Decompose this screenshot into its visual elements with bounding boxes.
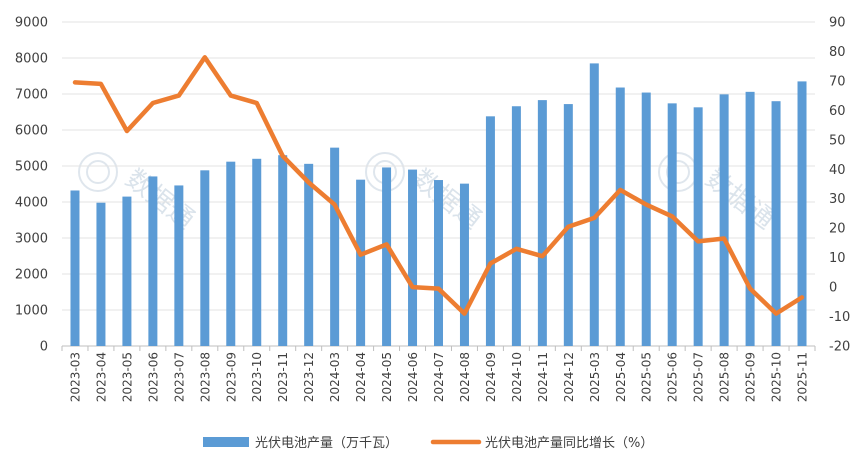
bar-2024-09	[485, 116, 495, 346]
right-tick-label: 90	[829, 16, 846, 31]
right-tick-label: -20	[829, 340, 850, 355]
bar-2024-11	[537, 100, 547, 347]
right-tick-label: 70	[829, 74, 846, 89]
x-tick-label: 2024-03	[328, 352, 342, 402]
bar-2024-10	[511, 106, 521, 347]
legend: 光伏电池产量（万千瓦） 光伏电池产量同比增长（%）	[203, 436, 653, 451]
x-tick-label: 2023-06	[146, 352, 160, 402]
x-tick-label: 2024-04	[354, 352, 368, 402]
x-tick-label: 2023-12	[302, 352, 316, 402]
x-tick-label: 2025-07	[692, 352, 706, 402]
left-tick-label: 8000	[15, 52, 48, 67]
x-tick-label: 2024-12	[562, 352, 576, 402]
left-tick-label: 6000	[15, 124, 48, 139]
right-tick-label: -10	[829, 310, 850, 325]
right-tick-label: 20	[829, 222, 846, 237]
x-tick-label: 2025-09	[744, 352, 758, 402]
right-tick-label: 80	[829, 45, 846, 60]
bar-2023-05	[122, 196, 132, 346]
watermark-text: 数据通	[407, 164, 487, 236]
left-tick-label: 9000	[15, 16, 48, 31]
bar-2025-08	[719, 94, 729, 346]
watermark-text: 数据通	[120, 164, 200, 236]
left-tick-label: 0	[40, 340, 48, 355]
right-axis: -20 -10 0 10 20 30 40 50 60 70 80 90	[829, 16, 850, 355]
bar-2023-11	[278, 155, 288, 346]
bar-2025-11	[797, 81, 807, 347]
x-tick-label: 2024-07	[432, 352, 446, 402]
left-tick-label: 5000	[15, 160, 48, 175]
legend-bar-label: 光伏电池产量（万千瓦）	[255, 436, 398, 451]
bar-2024-08	[459, 183, 469, 346]
bar-2025-07	[693, 107, 703, 346]
x-tick-label: 2023-08	[198, 352, 212, 402]
right-tick-label: 10	[829, 251, 846, 266]
bar-2025-09	[745, 91, 755, 346]
x-tick-label: 2024-08	[458, 352, 472, 402]
x-tick-label: 2023-11	[276, 352, 290, 402]
x-tick-label: 2023-09	[224, 352, 238, 402]
watermark-logo-inner-icon	[666, 160, 690, 184]
bar-2024-07	[434, 180, 443, 346]
x-tick-label: 2023-07	[172, 352, 186, 402]
x-tick-label: 2023-10	[250, 352, 264, 402]
bar-2023-06	[148, 176, 158, 346]
watermark-logo-icon	[658, 152, 698, 192]
bar-2023-10	[252, 158, 262, 346]
bar-2025-05	[641, 92, 651, 346]
bar-2023-12	[304, 163, 314, 346]
bar-2023-03	[70, 190, 80, 346]
bar-2023-07	[174, 185, 184, 346]
x-tick-label: 2025-08	[718, 352, 732, 402]
left-tick-label: 2000	[15, 268, 48, 283]
bar-2024-03	[330, 147, 340, 346]
bar-2023-04	[96, 202, 106, 346]
bar-2025-10	[771, 101, 781, 346]
x-tick-label: 2023-04	[94, 352, 108, 402]
legend-line-label: 光伏电池产量同比增长（%）	[485, 436, 653, 451]
left-tick-label: 1000	[15, 304, 48, 319]
right-tick-label: 60	[829, 104, 846, 119]
left-tick-label: 7000	[15, 88, 48, 103]
bar-2023-09	[226, 161, 236, 346]
x-tick-label: 2024-09	[484, 352, 498, 402]
x-tick-label: 2025-04	[614, 352, 628, 402]
bar-2025-04	[615, 87, 625, 347]
watermark-text: 数据通	[700, 164, 780, 236]
right-tick-label: 50	[829, 133, 846, 148]
bar-2023-08	[200, 170, 210, 346]
x-tick-label: 2024-05	[380, 352, 394, 402]
x-tick-label: 2023-03	[68, 352, 82, 402]
x-tick-label: 2025-03	[588, 352, 602, 402]
bar-2025-06	[667, 103, 677, 346]
bar-2025-03	[589, 63, 599, 347]
x-tick-label: 2025-06	[666, 352, 680, 402]
line-series	[72, 55, 805, 316]
x-tick-label: 2025-11	[796, 352, 810, 402]
x-tick-label: 2025-10	[770, 352, 784, 402]
right-tick-label: 0	[829, 281, 837, 296]
right-tick-label: 30	[829, 192, 846, 207]
bar-2024-05	[382, 167, 392, 346]
left-tick-label: 3000	[15, 232, 48, 247]
bar-2024-04	[356, 179, 366, 346]
watermark-logo-inner-icon	[86, 160, 110, 184]
right-tick-label: 40	[829, 163, 846, 178]
x-tick-label: 2024-06	[406, 352, 420, 402]
x-tick-label: 2025-05	[640, 352, 654, 402]
bar-2024-06	[408, 169, 418, 346]
left-tick-label: 4000	[15, 196, 48, 211]
watermark-logo-icon	[78, 152, 118, 192]
x-tick-label: 2023-05	[120, 352, 134, 402]
x-tick-label: 2024-11	[536, 352, 550, 402]
x-axis: 2023-03 2023-04 2023-05 2023-06 2023-07 2023-…	[61, 346, 816, 402]
legend-bar-swatch	[203, 437, 249, 447]
x-tick-label: 2024-10	[510, 352, 524, 402]
bar-series	[70, 63, 807, 347]
left-axis: 0 1000 2000 3000 4000 5000 6000 7000 8000 9000	[15, 16, 48, 355]
